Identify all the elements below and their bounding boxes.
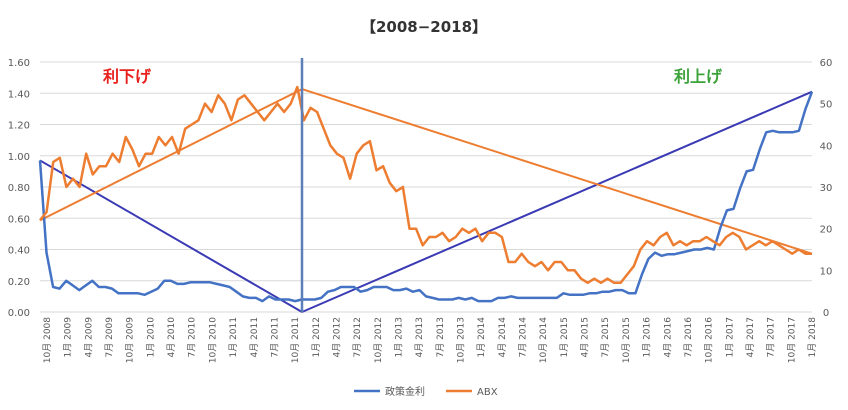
x-tick-label: 1月 2014 (476, 317, 487, 358)
x-tick-label: 7月 2012 (352, 317, 363, 358)
trend-line-abx-up (39, 88, 303, 222)
trend-line-abx-down (301, 88, 813, 255)
x-tick-label: 4月 2016 (662, 317, 673, 358)
x-tick-label: 10月 2013 (456, 317, 467, 363)
left-tick-label: 0.40 (8, 246, 30, 257)
x-tick-label: 1月 2016 (642, 317, 653, 358)
right-tick-label: 40 (820, 141, 833, 152)
x-tick-label: 4月 2009 (83, 317, 94, 358)
left-axis: 0.00 0.20 0.40 0.60 0.80 1.00 1.20 1.40 1.60 (8, 58, 30, 319)
x-tick-label: 4月 2011 (249, 317, 260, 358)
x-tick-label: 4月 2015 (580, 317, 591, 358)
x-tick-label: 7月 2013 (435, 317, 446, 358)
x-tick-label: 1月 2017 (724, 317, 735, 358)
right-tick-label: 30 (820, 183, 833, 194)
legend-label-abx: ABX (477, 387, 498, 398)
x-tick-label: 1月 2018 (807, 317, 818, 358)
x-tick-label: 7月 2014 (518, 317, 529, 358)
x-tick-label: 4月 2010 (166, 317, 177, 358)
x-tick-label: 10月 2017 (786, 317, 797, 363)
right-axis: 0 10 20 30 40 50 60 (820, 58, 833, 319)
x-tick-label: 4月 2017 (745, 317, 756, 358)
x-tick-label: 10月 2015 (621, 317, 632, 363)
left-tick-label: 1.00 (8, 152, 30, 163)
left-tick-label: 1.60 (8, 58, 30, 69)
x-tick-label: 10月 2009 (125, 317, 136, 363)
x-tick-label: 1月 2011 (228, 317, 239, 358)
right-tick-label: 20 (820, 225, 833, 236)
x-tick-label: 7月 2015 (600, 317, 611, 358)
x-tick-label: 10月 2011 (290, 317, 301, 363)
x-tick-label: 10月 2016 (704, 317, 715, 363)
x-tick-label: 1月 2010 (145, 317, 156, 358)
x-tick-label: 7月 2011 (269, 317, 280, 358)
series-lines (38, 85, 814, 303)
x-tick-label: 10月 2010 (207, 317, 218, 363)
annotation-rate-cut: 利下げ (103, 67, 152, 86)
right-tick-label: 10 (820, 266, 833, 277)
left-tick-label: 1.40 (8, 89, 30, 100)
left-tick-label: 0.80 (8, 183, 30, 194)
chart-title: 【2008−2018】 (361, 18, 487, 36)
x-tick-label: 10月 2008 (42, 317, 53, 363)
x-tick-label: 4月 2012 (331, 317, 342, 358)
x-tick-label: 10月 2014 (538, 317, 549, 363)
x-tick-label: 1月 2012 (311, 317, 322, 358)
left-tick-label: 0.60 (8, 214, 30, 225)
x-axis: 10月 2008 1月 2009 4月 2009 7月 2009 10月 2009 1月 … (42, 317, 818, 363)
series-line-policy-rate (38, 91, 814, 303)
x-tick-label: 7月 2016 (683, 317, 694, 358)
gridlines (40, 61, 812, 313)
legend: 政策金利 ABX (354, 385, 498, 398)
right-tick-label: 60 (820, 58, 833, 69)
x-tick-label: 1月 2009 (63, 317, 74, 358)
x-tick-label: 4月 2014 (497, 317, 508, 358)
x-tick-label: 7月 2010 (187, 317, 198, 358)
trend-line-rate-down (39, 159, 303, 313)
left-tick-label: 0.20 (8, 277, 30, 288)
right-tick-label: 0 (823, 308, 829, 319)
right-tick-label: 50 (820, 100, 833, 111)
x-tick-label: 10月 2012 (373, 317, 384, 363)
x-tick-label: 4月 2013 (414, 317, 425, 358)
trend-lines (39, 88, 813, 313)
left-tick-label: 0.00 (8, 308, 30, 319)
x-tick-label: 7月 2009 (104, 317, 115, 358)
trend-line-rate-up (301, 90, 813, 313)
x-tick-label: 1月 2013 (393, 317, 404, 358)
left-tick-label: 1.20 (8, 121, 30, 132)
annotation-rate-hike: 利上げ (674, 67, 723, 86)
series-line-abx (39, 85, 812, 285)
x-tick-label: 7月 2017 (766, 317, 777, 358)
legend-label-rate: 政策金利 (385, 385, 425, 398)
x-tick-label: 1月 2015 (559, 317, 570, 358)
